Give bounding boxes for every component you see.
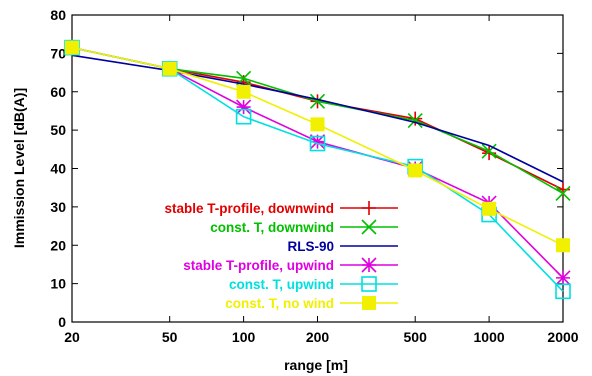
legend-label: stable T-profile, upwind [183, 258, 334, 273]
legend: stable T-profile, downwind const. T, down… [164, 201, 398, 311]
y-tick-label: 30 [50, 199, 66, 215]
data-point [408, 111, 423, 126]
legend-item-4: stable T-profile, upwind [183, 257, 398, 273]
x-tick-label: 2000 [547, 329, 578, 345]
x-tick-label: 500 [404, 329, 428, 345]
y-tick-label: 10 [50, 276, 66, 292]
legend-item-5: const. T, upwind [229, 276, 398, 292]
data-point [556, 238, 570, 253]
legend-label: const. T, no wind [225, 296, 334, 311]
y-tick-label: 70 [50, 45, 66, 61]
y-tick-label: 40 [50, 161, 66, 177]
data-point [555, 270, 571, 286]
legend-label: RLS-90 [287, 239, 334, 254]
data-point [235, 108, 252, 125]
legend-item-3: RLS-90 [287, 239, 398, 254]
series-6 [65, 40, 570, 253]
data-point [236, 99, 252, 115]
data-point [65, 40, 79, 55]
data-point [408, 163, 423, 178]
legend-label: const. T, downwind [210, 220, 334, 235]
axes: 0 10 20 30 40 50 60 70 80 20 50 100 200 500 1000 2000 [50, 7, 578, 345]
legend-item-1: stable T-profile, downwind [164, 201, 398, 216]
data-point [481, 143, 497, 159]
y-tick-label: 0 [58, 314, 66, 330]
legend-marker [361, 219, 377, 235]
y-tick-label: 50 [50, 122, 66, 138]
data-point [236, 84, 251, 99]
x-axis-label: range [m] [284, 357, 348, 373]
data-point [309, 93, 326, 109]
x-tick-label: 100 [232, 329, 256, 345]
legend-marker [361, 276, 377, 292]
x-tick-label: 200 [306, 329, 330, 345]
legend-item-6: const. T, no wind [225, 296, 398, 311]
x-tick-label: 20 [64, 329, 80, 345]
legend-marker [362, 296, 376, 310]
plot-frame [71, 14, 564, 323]
series-line [71, 46, 564, 292]
y-axis-label: Immission Level [dB(A)] [11, 88, 27, 248]
data-point [309, 135, 326, 152]
data-point [162, 61, 177, 76]
data-point [482, 201, 497, 216]
x-tick-label: 50 [162, 329, 178, 345]
y-tick-label: 80 [50, 7, 66, 23]
x-tick-label: 1000 [474, 329, 505, 345]
y-tick-label: 20 [50, 237, 66, 253]
legend-label: const. T, upwind [229, 277, 334, 292]
legend-marker [362, 201, 376, 215]
data-point [407, 112, 423, 129]
data-point [309, 134, 326, 150]
series-group [64, 39, 571, 300]
legend-item-2: const. T, downwind [210, 219, 398, 235]
data-point [310, 117, 325, 132]
legend-marker [361, 257, 377, 273]
data-point [555, 283, 571, 300]
y-tick-label: 60 [50, 84, 66, 100]
legend-label: stable T-profile, downwind [164, 201, 334, 216]
data-point [555, 185, 571, 202]
